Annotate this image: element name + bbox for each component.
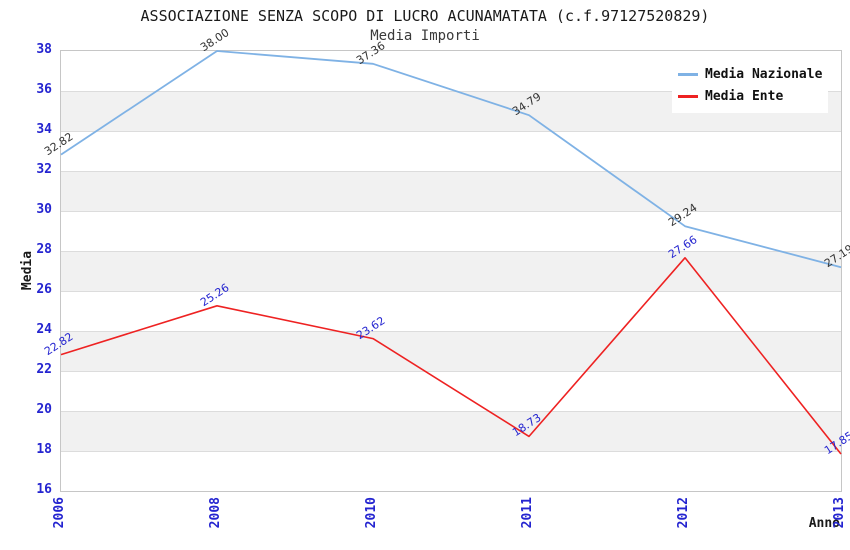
legend-label: Media Nazionale bbox=[705, 66, 823, 82]
series-line-media-nazionale bbox=[60, 50, 842, 269]
y-tick-label: 24 bbox=[36, 322, 52, 337]
legend-swatch-media-nazionale bbox=[678, 72, 698, 76]
plot-band bbox=[61, 251, 841, 291]
y-tick-label: 32 bbox=[36, 162, 52, 177]
plot-area: 32.82 38.00 37.36 34.79 29.24 27.19 22.82 25.26… bbox=[42, 26, 850, 492]
gridline bbox=[61, 370, 841, 372]
legend-swatch-media-ente bbox=[678, 94, 698, 98]
gridline bbox=[61, 410, 841, 412]
y-tick-label: 26 bbox=[36, 282, 52, 297]
x-tick-label: 2012 bbox=[676, 497, 691, 529]
y-tick-label: 16 bbox=[36, 482, 52, 497]
gridline bbox=[61, 450, 841, 452]
gridline bbox=[61, 250, 841, 252]
gridline bbox=[61, 170, 841, 172]
gridline bbox=[61, 130, 841, 132]
x-tick-label: 2013 bbox=[832, 497, 847, 529]
plot-band bbox=[61, 331, 841, 371]
y-tick-label: 22 bbox=[36, 362, 52, 377]
y-tick-label: 34 bbox=[36, 122, 52, 137]
series-line-media-ente bbox=[60, 257, 842, 455]
y-tick-label: 30 bbox=[36, 202, 52, 217]
legend: Media Nazionale Media Ente bbox=[672, 56, 829, 113]
plot-band bbox=[61, 171, 841, 211]
gridline bbox=[61, 90, 841, 92]
y-tick-label: 28 bbox=[36, 242, 52, 257]
y-tick-label: 18 bbox=[36, 442, 52, 457]
y-tick-label: 20 bbox=[36, 402, 52, 417]
y-tick-label: 36 bbox=[36, 82, 52, 97]
x-tick-label: 2010 bbox=[364, 497, 379, 529]
plot-band bbox=[61, 411, 841, 451]
gridline bbox=[61, 290, 841, 292]
legend-item-media-nazionale: Media Nazionale bbox=[678, 63, 822, 85]
chart-title: ASSOCIAZIONE SENZA SCOPO DI LUCRO ACUNAM… bbox=[140, 7, 710, 25]
chart-subtitle: Media Importi bbox=[370, 28, 480, 44]
legend-item-media-ente: Media Ente bbox=[678, 85, 822, 107]
y-tick-label: 38 bbox=[36, 42, 52, 57]
legend-label: Media Ente bbox=[705, 88, 784, 104]
gridline bbox=[61, 330, 841, 332]
x-tick-label: 2011 bbox=[520, 497, 535, 529]
x-axis-label: Anno bbox=[808, 516, 840, 531]
x-tick-label: 2006 bbox=[52, 497, 67, 529]
gridline bbox=[61, 210, 841, 212]
x-tick-label: 2008 bbox=[208, 497, 223, 529]
